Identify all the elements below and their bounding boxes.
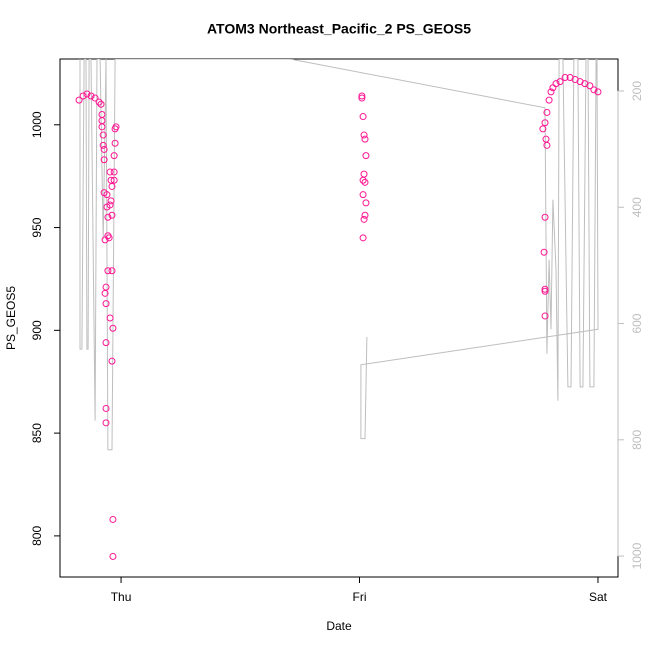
y-axis-label: PS_GEOS5 (4, 286, 18, 350)
data-point (102, 300, 110, 308)
y2-tick-label: 600 (630, 313, 644, 333)
data-point (104, 267, 112, 275)
data-point (362, 152, 370, 160)
data-point (539, 125, 547, 133)
y2-tick-label: 200 (630, 81, 644, 101)
data-point (543, 141, 551, 149)
data-point (540, 248, 548, 256)
data-point (108, 357, 116, 365)
y-tick-label: 900 (30, 320, 44, 340)
data-point (110, 152, 118, 160)
data-point (107, 197, 115, 205)
data-point (106, 168, 114, 176)
data-point (99, 141, 107, 149)
data-point (590, 86, 598, 94)
data-point (103, 191, 111, 199)
data-point (100, 145, 108, 153)
data-point (87, 92, 95, 100)
data-point (102, 419, 110, 427)
x-tick-label: Thu (111, 590, 132, 604)
y2-tick-label: 800 (630, 429, 644, 449)
data-point (109, 515, 117, 523)
data-point (552, 80, 560, 88)
data-point (99, 131, 107, 139)
data-point (360, 170, 368, 178)
data-point (556, 78, 564, 86)
data-line (79, 59, 599, 451)
data-point (359, 191, 367, 199)
data-point (361, 178, 369, 186)
data-point (545, 96, 553, 104)
plot-box (59, 58, 619, 578)
plot-area (75, 59, 602, 560)
data-point (542, 135, 550, 143)
data-point (109, 552, 117, 560)
data-point (104, 232, 112, 240)
data-point (547, 88, 555, 96)
data-point (108, 211, 116, 219)
x-axis-label: Date (326, 619, 352, 633)
chart-title: ATOM3 Northeast_Pacific_2 PS_GEOS5 (207, 21, 471, 37)
data-point (541, 312, 549, 320)
data-point (100, 156, 108, 164)
data-point (108, 182, 116, 190)
data-point (358, 92, 366, 100)
data-point (110, 176, 118, 184)
x-tick-label: Fri (353, 590, 367, 604)
data-point (106, 314, 114, 322)
y2-tick-label: 400 (630, 197, 644, 217)
data-point (97, 100, 105, 108)
data-point (91, 94, 99, 102)
data-point (104, 213, 112, 221)
data-point (110, 168, 118, 176)
data-point (594, 88, 602, 96)
x-tick-label: Sat (589, 590, 608, 604)
data-point (359, 113, 367, 121)
data-point (361, 211, 369, 219)
data-point (95, 98, 103, 106)
data-point (541, 287, 549, 295)
y-tick-label: 850 (30, 423, 44, 443)
data-point (102, 339, 110, 347)
y-tick-label: 950 (30, 217, 44, 237)
data-point (98, 123, 106, 131)
data-point (541, 119, 549, 127)
data-point (98, 117, 106, 125)
data-point (362, 199, 370, 207)
data-point (360, 131, 368, 139)
data-point (360, 215, 368, 223)
y-tick-label: 1000 (30, 111, 44, 138)
data-point (358, 94, 366, 102)
data-point (102, 404, 110, 412)
data-point (541, 285, 549, 293)
data-point (543, 108, 551, 116)
data-point (111, 139, 119, 147)
data-point (359, 176, 367, 184)
data-point (586, 82, 594, 90)
data-point (359, 234, 367, 242)
data-point (561, 74, 569, 81)
data-point (106, 201, 114, 209)
data-point (108, 267, 116, 275)
data-point (79, 92, 87, 100)
data-point (541, 213, 549, 221)
y-tick-label: 800 (30, 526, 44, 546)
y2-tick-label: 1000 (630, 542, 644, 569)
data-point (102, 283, 110, 291)
data-point (361, 135, 369, 143)
data-point (109, 324, 117, 332)
data-point (75, 96, 83, 104)
data-point (83, 90, 91, 98)
data-point (98, 111, 106, 118)
data-point (112, 123, 120, 131)
